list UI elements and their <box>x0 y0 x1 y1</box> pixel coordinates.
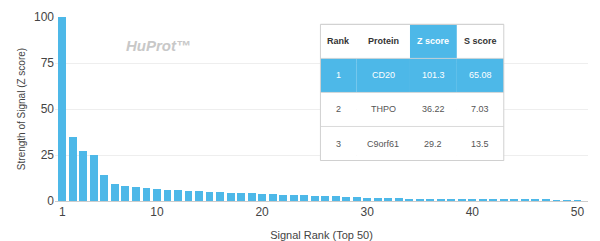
svg-text:S score: S score <box>464 36 497 46</box>
svg-text:20: 20 <box>255 205 269 219</box>
svg-text:HuProt™: HuProt™ <box>126 37 191 54</box>
svg-text:2: 2 <box>336 104 341 114</box>
svg-text:25: 25 <box>41 148 55 162</box>
svg-text:3: 3 <box>336 139 341 149</box>
svg-text:Z score: Z score <box>417 36 449 46</box>
svg-text:36.22: 36.22 <box>422 104 445 114</box>
svg-text:THPO: THPO <box>371 104 396 114</box>
svg-text:40: 40 <box>466 205 480 219</box>
svg-text:Rank: Rank <box>327 36 350 46</box>
svg-text:1: 1 <box>336 70 341 80</box>
svg-text:Signal Rank (Top 50): Signal Rank (Top 50) <box>270 229 373 241</box>
svg-text:1: 1 <box>59 205 66 219</box>
svg-text:65.08: 65.08 <box>469 70 492 80</box>
svg-text:29.2: 29.2 <box>424 139 442 149</box>
svg-text:13.5: 13.5 <box>471 139 489 149</box>
svg-text:10: 10 <box>150 205 164 219</box>
svg-text:30: 30 <box>361 205 375 219</box>
svg-text:CD20: CD20 <box>372 70 395 80</box>
svg-text:50: 50 <box>571 205 585 219</box>
svg-text:50: 50 <box>41 102 55 116</box>
svg-text:0: 0 <box>47 194 54 208</box>
svg-text:C9orf61: C9orf61 <box>367 139 399 149</box>
svg-text:Strength of Signal (Z score): Strength of Signal (Z score) <box>16 48 27 170</box>
svg-text:7.03: 7.03 <box>471 104 489 114</box>
svg-text:Protein: Protein <box>368 36 399 46</box>
svg-text:75: 75 <box>41 56 55 70</box>
svg-text:101.3: 101.3 <box>422 70 445 80</box>
svg-text:100: 100 <box>34 10 54 24</box>
